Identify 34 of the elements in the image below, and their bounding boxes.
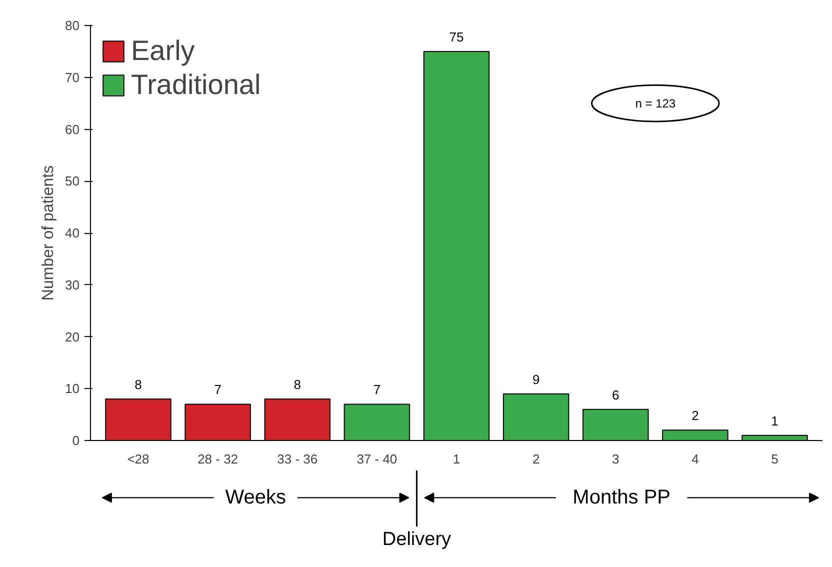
data-label: 7 bbox=[214, 382, 222, 398]
y-tick-label: 20 bbox=[65, 329, 80, 344]
data-label: 1 bbox=[771, 413, 778, 428]
legend-label: Traditional bbox=[131, 69, 261, 101]
x-tick-label: <28 bbox=[127, 452, 150, 466]
y-tick-label: 10 bbox=[65, 381, 80, 396]
legend-label: Early bbox=[131, 35, 195, 67]
y-tick-label: 70 bbox=[65, 70, 80, 85]
x-tick-label: 2 bbox=[532, 452, 540, 466]
data-label: 7 bbox=[373, 382, 381, 398]
data-label: 75 bbox=[449, 29, 464, 44]
x-tick-label: 5 bbox=[771, 452, 778, 466]
text: Weeks bbox=[225, 486, 286, 509]
y-axis-title: Number of patients bbox=[40, 165, 58, 301]
data-label: 8 bbox=[134, 377, 142, 392]
data-label: 6 bbox=[612, 387, 620, 402]
x-tick-label: 3 bbox=[612, 452, 620, 466]
data-label: 2 bbox=[692, 408, 699, 424]
x-tick-label: 33 - 36 bbox=[277, 452, 318, 466]
data-label: 9 bbox=[532, 372, 540, 387]
text: Months PP bbox=[572, 486, 671, 509]
y-tick-label: 40 bbox=[65, 226, 80, 240]
data-label: 8 bbox=[294, 377, 301, 392]
y-tick-label: 30 bbox=[65, 277, 80, 292]
x-tick-label: 28 - 32 bbox=[198, 452, 238, 466]
y-tick-label: 60 bbox=[65, 122, 80, 137]
annotation: n = 123 bbox=[635, 96, 676, 110]
text: Delivery bbox=[382, 528, 452, 550]
x-tick-label: 1 bbox=[452, 452, 460, 466]
y-tick-label: 80 bbox=[65, 18, 80, 33]
y-tick-label: 0 bbox=[72, 433, 80, 448]
x-tick-label: 37 - 40 bbox=[356, 452, 398, 466]
x-tick-label: 4 bbox=[692, 452, 699, 466]
y-tick-label: 50 bbox=[65, 174, 80, 189]
